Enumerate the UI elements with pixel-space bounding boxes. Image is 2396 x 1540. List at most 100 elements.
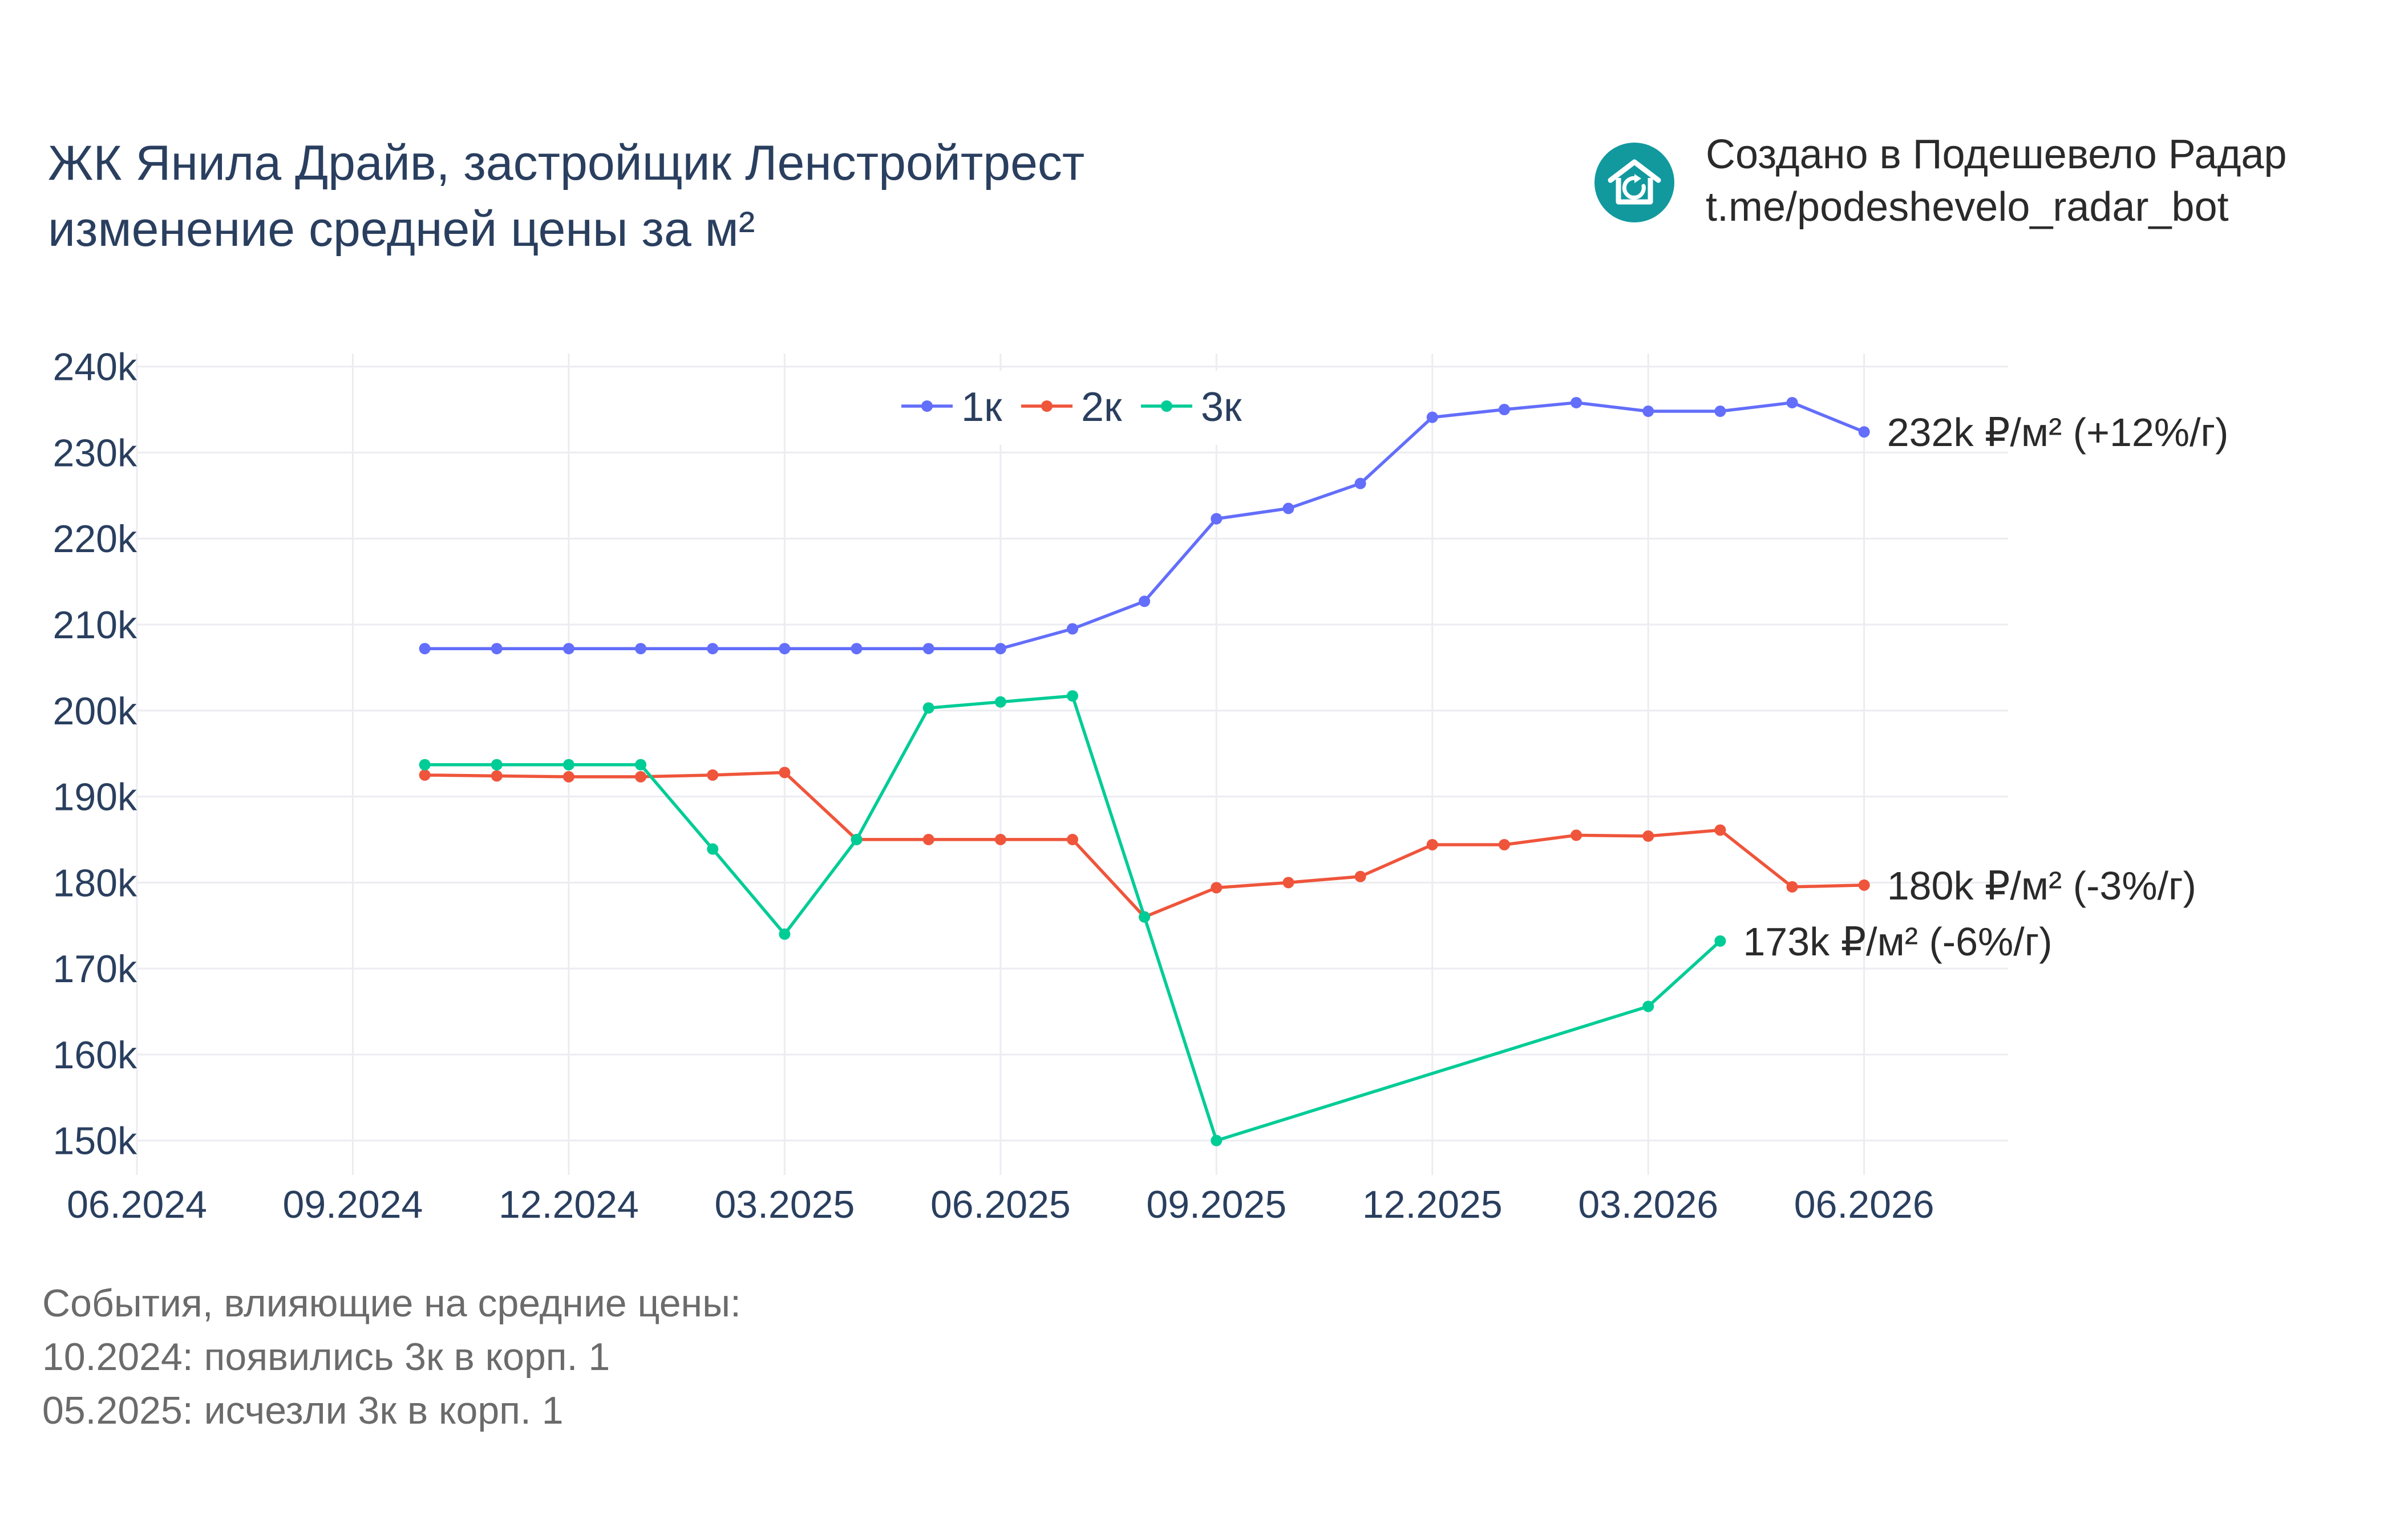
data-point-3 bbox=[994, 696, 1006, 708]
chart-axes: 06.2024 09.2024 12.2024 03.2025 06.2025 09.20… bbox=[53, 346, 1934, 1226]
data-point-2 bbox=[779, 767, 791, 779]
events-heading: События, влияющие на средние цены: bbox=[42, 1282, 741, 1325]
series-line-3 bbox=[423, 694, 1722, 1142]
chart-grid bbox=[136, 354, 2008, 1175]
x-tick-label: 06.2024 bbox=[67, 1183, 207, 1226]
series-end-label-2: 180k ₽/м² (-3%/г) bbox=[1887, 864, 2196, 908]
data-point-2 bbox=[635, 771, 647, 783]
y-tick-label: 200k bbox=[53, 690, 137, 733]
y-tick-label: 160k bbox=[53, 1034, 137, 1077]
data-point-1 bbox=[1354, 477, 1366, 489]
data-point-3 bbox=[1714, 935, 1726, 947]
series-end-label-3: 173k ₽/м² (-6%/г) bbox=[1743, 919, 2052, 964]
data-point-1 bbox=[707, 643, 719, 655]
data-point-1 bbox=[491, 643, 503, 655]
x-tick-label: 03.2025 bbox=[714, 1183, 855, 1226]
data-point-1 bbox=[1714, 406, 1726, 418]
data-point-1 bbox=[851, 643, 863, 655]
chart-legend[interactable]: 1к 2к 3к bbox=[890, 371, 1244, 445]
data-point-1 bbox=[994, 643, 1006, 655]
x-tick-label: 09.2024 bbox=[283, 1183, 423, 1226]
data-point-3 bbox=[1211, 1134, 1223, 1146]
data-point-3 bbox=[1139, 911, 1151, 923]
y-tick-label: 170k bbox=[53, 947, 137, 991]
data-point-1 bbox=[419, 643, 431, 655]
legend-swatch-marker bbox=[1041, 400, 1053, 412]
data-point-3 bbox=[851, 833, 863, 845]
data-point-3 bbox=[707, 843, 719, 855]
data-point-2 bbox=[491, 770, 503, 782]
x-tick-label: 12.2024 bbox=[499, 1183, 639, 1226]
data-point-2 bbox=[922, 833, 934, 845]
data-point-1 bbox=[1642, 406, 1654, 418]
data-point-2 bbox=[707, 769, 719, 781]
data-point-1 bbox=[1139, 595, 1151, 607]
data-point-1 bbox=[1426, 411, 1438, 423]
data-point-3 bbox=[1067, 690, 1078, 702]
chart-end-labels: 232k ₽/м² (+12%/г) 180k ₽/м² (-3%/г) 173k … bbox=[1743, 410, 2228, 964]
data-point-2 bbox=[1714, 824, 1726, 836]
legend-swatch-marker bbox=[1161, 400, 1172, 412]
y-tick-label: 240k bbox=[53, 346, 137, 389]
series-end-label-1: 232k ₽/м² (+12%/г) bbox=[1887, 410, 2229, 455]
data-point-3 bbox=[419, 759, 431, 771]
data-point-3 bbox=[1642, 1000, 1654, 1012]
legend-item-2[interactable]: 2к bbox=[1081, 384, 1122, 430]
data-point-1 bbox=[635, 643, 647, 655]
data-point-3 bbox=[491, 759, 503, 771]
data-point-2 bbox=[1282, 877, 1294, 889]
chart-title-line2: изменение средней цены за м² bbox=[48, 202, 755, 257]
data-point-3 bbox=[922, 702, 934, 714]
data-point-2 bbox=[1571, 829, 1583, 841]
data-point-1 bbox=[1211, 513, 1223, 525]
data-point-1 bbox=[562, 643, 574, 655]
x-tick-label: 06.2025 bbox=[930, 1183, 1071, 1226]
data-point-1 bbox=[1498, 404, 1510, 416]
brand-credit-line1: Создано в Подешевело Радар bbox=[1706, 132, 2287, 177]
data-point-2 bbox=[1211, 882, 1223, 894]
legend-swatch-marker bbox=[921, 400, 933, 412]
x-tick-label: 12.2025 bbox=[1362, 1183, 1503, 1226]
data-point-3 bbox=[635, 759, 647, 771]
brand-credit-link[interactable]: t.me/podeshevelo_radar_bot bbox=[1706, 184, 2229, 230]
house-refresh-icon bbox=[1594, 143, 1674, 222]
x-tick-label: 03.2026 bbox=[1578, 1183, 1718, 1226]
data-point-3 bbox=[779, 928, 791, 940]
y-tick-label: 180k bbox=[53, 861, 137, 905]
data-point-2 bbox=[994, 833, 1006, 845]
data-point-2 bbox=[1786, 881, 1798, 893]
data-point-1 bbox=[1067, 623, 1078, 635]
event-item-1: 10.2024: появились 3к в корп. 1 bbox=[42, 1335, 610, 1379]
chart-title: ЖК Янила Драйв, застройщик Ленстройтрест… bbox=[48, 130, 1084, 262]
data-point-2 bbox=[1354, 870, 1366, 882]
y-tick-label: 150k bbox=[53, 1120, 137, 1163]
legend-item-3[interactable]: 3к bbox=[1201, 384, 1242, 430]
y-tick-label: 210k bbox=[53, 603, 137, 647]
events-note: События, влияющие на средние цены: 10.20… bbox=[42, 1276, 741, 1437]
data-point-2 bbox=[1426, 838, 1438, 850]
legend-item-1[interactable]: 1к bbox=[961, 384, 1002, 430]
data-point-3 bbox=[562, 759, 574, 771]
data-point-1 bbox=[1858, 426, 1870, 438]
data-point-2 bbox=[1858, 879, 1870, 891]
data-point-1 bbox=[779, 643, 791, 655]
chart-series bbox=[419, 396, 1870, 1146]
data-point-2 bbox=[1642, 830, 1654, 842]
data-point-1 bbox=[922, 643, 934, 655]
y-tick-label: 190k bbox=[53, 776, 137, 819]
event-item-2: 05.2025: исчезли 3к в корп. 1 bbox=[42, 1389, 564, 1432]
x-tick-label: 09.2025 bbox=[1146, 1183, 1286, 1226]
data-point-2 bbox=[1498, 838, 1510, 850]
data-point-2 bbox=[562, 771, 574, 783]
x-tick-label: 06.2026 bbox=[1794, 1183, 1934, 1226]
data-point-1 bbox=[1571, 396, 1583, 408]
data-point-1 bbox=[1282, 502, 1294, 514]
data-point-2 bbox=[419, 769, 431, 781]
y-tick-label: 230k bbox=[53, 431, 137, 475]
data-point-2 bbox=[1067, 833, 1078, 845]
y-tick-label: 220k bbox=[53, 517, 137, 561]
legend-box bbox=[890, 371, 1244, 445]
brand-credit: Создано в Подешевело Радар t.me/podeshev… bbox=[1706, 128, 2287, 233]
chart-title-line1: ЖК Янила Драйв, застройщик Ленстройтрест bbox=[48, 136, 1085, 191]
